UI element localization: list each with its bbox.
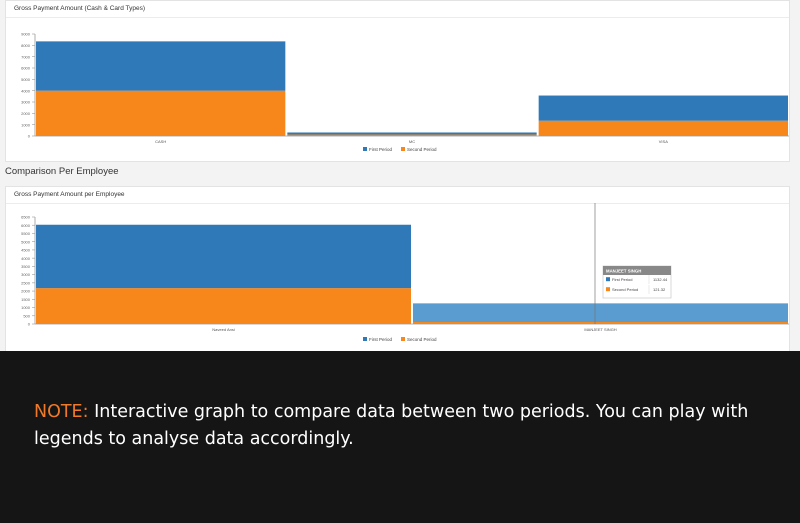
tooltip-row-value: 1132.44 bbox=[653, 277, 668, 282]
x-tick-label: VISA bbox=[659, 139, 668, 144]
bar-first-period bbox=[36, 41, 286, 91]
y-tick-label: 7000 bbox=[21, 54, 31, 59]
note-band: NOTE: Interactive graph to compare data … bbox=[0, 351, 800, 523]
y-tick-label: 1500 bbox=[21, 297, 31, 302]
legend-swatch-second-period bbox=[401, 337, 405, 341]
y-tick-label: 500 bbox=[23, 313, 30, 318]
y-tick-label: 3500 bbox=[21, 264, 31, 269]
employee-chart-panel: Gross Payment Amount per Employee 0 500 10… bbox=[5, 186, 790, 353]
y-tick-label: 3000 bbox=[21, 272, 31, 277]
y-tick-label: 3000 bbox=[21, 100, 31, 105]
y-tick-label: 1000 bbox=[21, 305, 31, 310]
x-tick-label: Naveed Ansi bbox=[212, 327, 235, 332]
y-tick-label: 1000 bbox=[21, 122, 31, 127]
y-tick-label: 5000 bbox=[21, 77, 31, 82]
bar-second-period bbox=[538, 120, 788, 136]
bar-second-period bbox=[413, 322, 788, 324]
section-title: Comparison Per Employee bbox=[5, 166, 119, 177]
y-tick-label: 4500 bbox=[21, 248, 31, 253]
note-label: NOTE: bbox=[34, 402, 89, 422]
bar-first-period bbox=[287, 132, 537, 135]
chart1-title: Gross Payment Amount (Cash & Card Types) bbox=[6, 1, 789, 18]
y-tick-label: 6500 bbox=[21, 215, 31, 220]
x-tick-label: MC bbox=[409, 139, 415, 144]
y-tick-label: 9000 bbox=[21, 32, 31, 37]
chart2-title: Gross Payment Amount per Employee bbox=[6, 187, 789, 204]
bar-first-period bbox=[36, 224, 411, 289]
x-tick-label: MANJEET SINGH bbox=[584, 327, 616, 332]
y-tick-label: 6000 bbox=[21, 66, 31, 71]
note-text: NOTE: Interactive graph to compare data … bbox=[34, 399, 789, 453]
y-tick-label: 2500 bbox=[21, 280, 31, 285]
legend-swatch-second-period bbox=[401, 147, 405, 151]
legend-swatch-first-period bbox=[363, 337, 367, 341]
bar-second-period bbox=[287, 134, 537, 136]
bar-first-period bbox=[413, 303, 788, 323]
tooltip-swatch bbox=[606, 277, 610, 282]
y-tick-label: 6000 bbox=[21, 223, 31, 228]
y-tick-label: 4000 bbox=[21, 88, 31, 93]
y-tick-label: 8000 bbox=[21, 43, 31, 48]
legend-label-first-period: First Period bbox=[369, 337, 393, 342]
legend-label-second-period: Second Period bbox=[407, 147, 437, 152]
y-tick-label: 0 bbox=[28, 322, 31, 327]
bar-second-period bbox=[36, 288, 411, 324]
y-tick-label: 2000 bbox=[21, 111, 31, 116]
y-tick-label: 4000 bbox=[21, 256, 31, 261]
tooltip-row-value: 121.32 bbox=[653, 287, 666, 292]
cash-card-chart[interactable]: 0 1000 2000 3000 4000 5000 6000 7000 8000 9000 CAS… bbox=[6, 1, 789, 161]
cash-card-chart-panel: Gross Payment Amount (Cash & Card Types)… bbox=[5, 0, 790, 162]
bar-first-period bbox=[538, 95, 788, 121]
tooltip-row-label: First Period bbox=[612, 277, 632, 282]
bar-second-period bbox=[36, 90, 286, 136]
y-tick-label: 5000 bbox=[21, 239, 31, 244]
y-tick-label: 0 bbox=[28, 134, 31, 139]
legend-label-second-period: Second Period bbox=[407, 337, 437, 342]
x-tick-label: CASH bbox=[155, 139, 166, 144]
y-tick-label: 5500 bbox=[21, 231, 31, 236]
tooltip-title: MANJEET SINGH bbox=[606, 268, 641, 273]
tooltip-header-bg bbox=[603, 266, 671, 275]
legend-label-first-period: First Period bbox=[369, 147, 393, 152]
y-tick-label: 2000 bbox=[21, 289, 31, 294]
note-body: Interactive graph to compare data betwee… bbox=[34, 402, 749, 449]
legend-swatch-first-period bbox=[363, 147, 367, 151]
tooltip-swatch bbox=[606, 287, 610, 292]
tooltip-row-label: Second Period bbox=[612, 287, 638, 292]
employee-chart[interactable]: 0 500 1000 1500 2000 2500 3000 3500 4000 4500 5000… bbox=[6, 187, 789, 352]
